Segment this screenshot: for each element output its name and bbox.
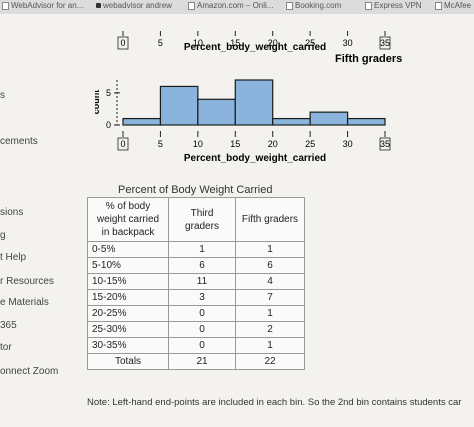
doc-icon: [365, 1, 372, 10]
fifth-count-cell: 7: [235, 289, 305, 306]
doc-icon: [435, 1, 442, 10]
histogram-bar-15-20: [234, 79, 274, 126]
top-x-tick-label: 15: [230, 38, 240, 48]
fifth-total-cell: 22: [235, 353, 305, 370]
table-title: Percent of Body Weight Carried: [118, 184, 273, 196]
third-count-cell: 0: [168, 321, 236, 338]
fifth-count-cell: 6: [235, 257, 305, 274]
third-count-cell: 3: [168, 289, 236, 306]
histogram-chart: 0 5 10 15 20 25 30 35 Percent_body_weight_carri…: [95, 31, 402, 164]
x-tick-box: [379, 137, 391, 151]
bin-cell: 25-30%: [87, 321, 169, 338]
third-count-cell: 6: [168, 257, 236, 274]
header-fifth-graders: Fifth graders: [235, 197, 305, 242]
sidebar-item[interactable]: r Resources: [0, 276, 54, 287]
fifth-count-cell: 1: [235, 305, 305, 322]
x-tick-label: 10: [193, 139, 203, 149]
bin-cell: 5-10%: [87, 257, 169, 274]
x-tick-label: 0: [120, 139, 125, 149]
third-total-cell: 21: [168, 353, 236, 370]
histogram-bar-25-30: [309, 111, 349, 126]
histogram-bar-5-10: [159, 85, 199, 126]
doc-icon: [286, 1, 293, 10]
top-axis-label: Percent_body_weight_carried: [184, 42, 326, 53]
header-third-graders: Third graders: [168, 197, 236, 242]
x-tick-label: 5: [158, 139, 163, 149]
bookmark-webadvisor[interactable]: WebAdvisor for an...: [2, 1, 83, 10]
header-percent: % of body weight carried in backpack: [87, 197, 169, 242]
fifth-count-cell: 1: [235, 337, 305, 354]
doc-icon: [188, 1, 195, 10]
y-axis-label: count: [95, 90, 101, 115]
x-tick-label: 15: [230, 139, 240, 149]
table-header-row: % of body weight carried in backpack Thi…: [87, 197, 305, 242]
sidebar-item[interactable]: t Help: [0, 252, 27, 263]
bookmarks-bar: WebAdvisor for an... webadvisor andrew A…: [0, 0, 474, 14]
table-row: 10-15% 11 4: [87, 273, 305, 290]
table-row: 0-5% 1 1: [87, 241, 305, 258]
sidebar-item[interactable]: onnect Zoom: [0, 366, 59, 377]
bookmark-webadvisor-andrew[interactable]: webadvisor andrew: [96, 1, 172, 10]
top-x-tick-label: 30: [343, 38, 353, 48]
sidebar-item[interactable]: sions: [0, 207, 24, 218]
top-x-tick-label: 5: [158, 38, 163, 48]
table-row: 30-35% 0 1: [87, 337, 305, 354]
table-row: 15-20% 3 7: [87, 289, 305, 306]
bin-cell: 30-35%: [87, 337, 169, 354]
histogram-bar-10-15: [197, 98, 236, 126]
bookmark-amazon[interactable]: Amazon.com – Onli...: [188, 1, 273, 10]
histogram-bar-0-5: [122, 117, 162, 126]
fifth-count-cell: 4: [235, 273, 305, 290]
totals-label: Totals: [87, 353, 169, 370]
histogram-panel: 0 5 10 15 20 25 30 35 Percent_body_weight_carri…: [95, 14, 415, 174]
sidebar-item[interactable]: cements: [0, 136, 38, 147]
y-tick-label: 0: [106, 120, 111, 130]
third-count-cell: 0: [168, 337, 236, 354]
bookmark-booking[interactable]: Booking.com: [286, 1, 341, 10]
sidebar-item[interactable]: 365: [0, 320, 17, 331]
top-x-tick-label: 10: [193, 38, 203, 48]
sidebar-item[interactable]: e Materials: [0, 297, 49, 308]
sidebar-item[interactable]: s: [0, 90, 5, 101]
x-axis-label: Percent_body_weight_carried: [184, 153, 326, 164]
y-tick-label: 5: [106, 88, 111, 98]
bin-cell: 15-20%: [87, 289, 169, 306]
table-row: 5-10% 6 6: [87, 257, 305, 274]
data-table: % of body weight carried in backpack Thi…: [87, 197, 305, 370]
table-row: 25-30% 0 2: [87, 321, 305, 338]
x-tick-box: [117, 137, 129, 151]
histogram-bar-20-25: [272, 117, 311, 126]
doc-icon: [2, 1, 9, 10]
third-count-cell: 11: [168, 273, 236, 290]
top-x-tick-label: 35: [380, 38, 390, 48]
x-tick-label: 30: [343, 139, 353, 149]
panel-label: Fifth graders: [335, 53, 402, 65]
histogram-bar-30-35: [346, 117, 386, 126]
table-row: 20-25% 0 1: [87, 305, 305, 322]
x-tick-label: 20: [268, 139, 278, 149]
x-tick-label: 35: [380, 139, 390, 149]
bin-cell: 20-25%: [87, 305, 169, 322]
totals-row: Totals 21 22: [87, 353, 305, 370]
bookmark-express-vpn[interactable]: Express VPN: [365, 1, 422, 10]
bookmark-icon: [96, 3, 101, 8]
fifth-count-cell: 1: [235, 241, 305, 258]
third-count-cell: 0: [168, 305, 236, 322]
sidebar-item[interactable]: g: [0, 230, 6, 241]
fifth-count-cell: 2: [235, 321, 305, 338]
bin-cell: 0-5%: [87, 241, 169, 258]
sidebar-item[interactable]: tor: [0, 342, 12, 353]
top-x-tick-label: 20: [268, 38, 278, 48]
bookmark-mcafee[interactable]: McAfee: [435, 1, 471, 10]
bin-cell: 10-15%: [87, 273, 169, 290]
third-count-cell: 1: [168, 241, 236, 258]
course-sidebar: s cements sions g t Help r Resources e M…: [0, 14, 70, 427]
top-x-tick-label: 25: [305, 38, 315, 48]
top-x-tick-box: [379, 36, 391, 50]
top-x-tick-label: 0: [120, 38, 125, 48]
note-text: Note: Left-hand end-points are included …: [87, 397, 462, 408]
x-tick-label: 25: [305, 139, 315, 149]
top-x-tick-box: [117, 36, 129, 50]
